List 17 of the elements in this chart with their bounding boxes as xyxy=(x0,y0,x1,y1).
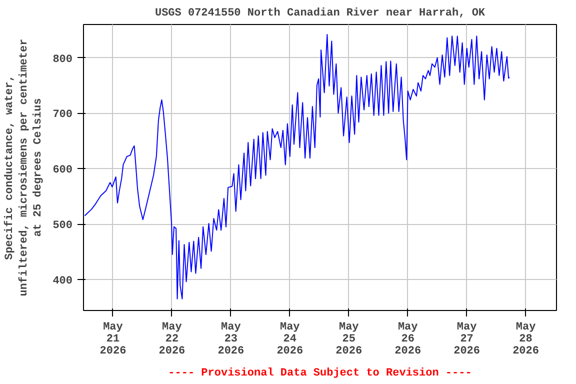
y-tick-label: 500 xyxy=(52,220,73,232)
text: ---- Provisional Data Subject to Revision ---- xyxy=(168,368,472,380)
chart-title: USGS 07241550 North Canadian River near Harrah, OK xyxy=(154,8,486,20)
line-series xyxy=(84,34,510,300)
y-axis-title: Specific conductance, water, unfiltered, microsiemens per centimeter at 25 degrees Celsius xyxy=(2,38,45,296)
x-tick-label: May 21 2026 xyxy=(100,322,126,358)
x-tick-label: May 23 2026 xyxy=(218,322,244,358)
y-tick-label: 800 xyxy=(52,54,73,66)
x-tick-label: May 24 2026 xyxy=(276,322,304,358)
x-tick-label: May 26 2026 xyxy=(394,322,422,358)
y-tick-label: 400 xyxy=(52,275,73,288)
y-tick-label: 600 xyxy=(52,164,73,177)
x-tick-label: May 22 2026 xyxy=(158,322,186,358)
x-tick-label: May 28 2026 xyxy=(512,322,539,358)
x-tick-label: May 25 2026 xyxy=(336,322,362,358)
x-tick-label: May 27 2026 xyxy=(454,322,480,358)
y-tick-label: 700 xyxy=(52,109,73,122)
